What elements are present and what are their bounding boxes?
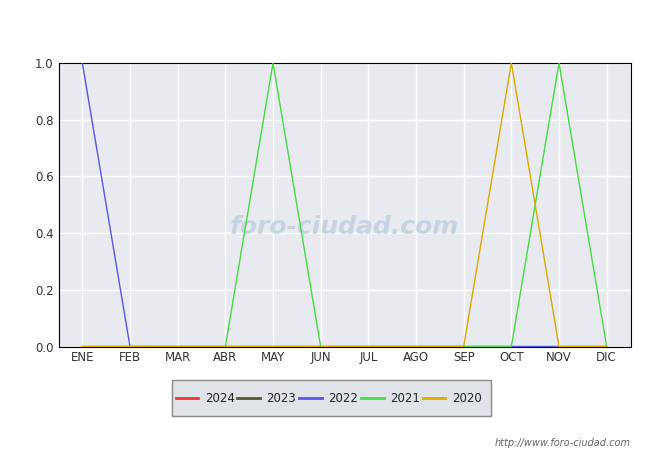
Text: Matriculaciones de Vehiculos en San Pelayo: Matriculaciones de Vehiculos en San Pela… <box>144 11 506 29</box>
Text: 2021: 2021 <box>390 392 420 405</box>
Text: http://www.foro-ciudad.com: http://www.foro-ciudad.com <box>495 438 630 448</box>
Text: 2020: 2020 <box>452 392 482 405</box>
Text: 2022: 2022 <box>328 392 358 405</box>
Text: 2023: 2023 <box>266 392 296 405</box>
Text: 2024: 2024 <box>205 392 235 405</box>
Text: foro-ciudad.com: foro-ciudad.com <box>230 216 459 239</box>
FancyBboxPatch shape <box>172 380 491 417</box>
